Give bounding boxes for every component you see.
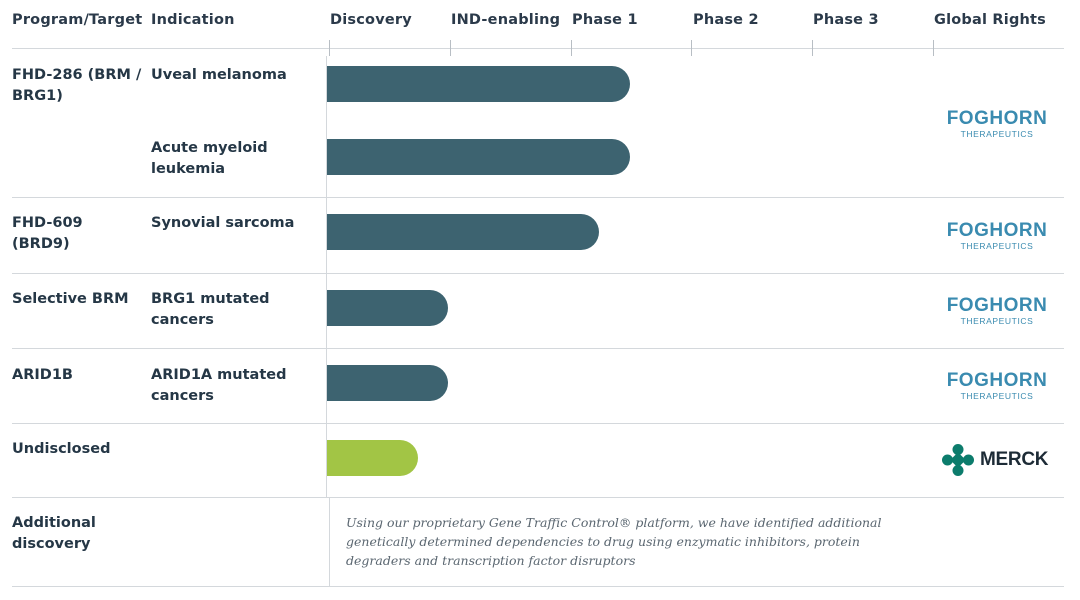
- additional-discovery-note: Using our proprietary Gene Traffic Contr…: [346, 515, 882, 568]
- merck-wordmark: MERCK: [980, 449, 1049, 470]
- bar-brg1-mutated-cancers: [327, 290, 448, 326]
- foghorn-logo: FOGHORN THERAPEUTICS: [944, 370, 1050, 402]
- foghorn-logo: FOGHORN THERAPEUTICS: [944, 108, 1050, 140]
- bar-arid1a-mutated-cancers: [327, 365, 448, 401]
- header-program: Program/Target: [12, 12, 143, 28]
- indication-uveal-melanoma: Uveal melanoma: [151, 67, 287, 83]
- foghorn-subtitle: THERAPEUTICS: [960, 391, 1034, 401]
- stage-tick: [571, 40, 572, 56]
- merck-logo: MERCK: [942, 444, 1052, 476]
- bar-acute-myeloid-leukemia: [327, 139, 630, 175]
- foghorn-logo: FOGHORN THERAPEUTICS: [944, 220, 1050, 252]
- header-indication: Indication: [151, 12, 235, 28]
- bar-undisclosed: [327, 440, 418, 476]
- foghorn-logo: FOGHORN THERAPEUTICS: [944, 295, 1050, 327]
- merck-emblem-icon: [942, 444, 974, 476]
- bar-synovial-sarcoma: [327, 214, 600, 250]
- program-undisclosed: Undisclosed: [12, 441, 111, 457]
- indication-synovial-sarcoma: Synovial sarcoma: [151, 215, 295, 231]
- stage-label-phase-1: Phase 1: [572, 12, 638, 28]
- table-bottom-rule: [12, 586, 1064, 587]
- indication-aml: Acute myeloid leukemia: [151, 140, 268, 177]
- row-divider: [12, 348, 1064, 349]
- stage-tick: [691, 40, 692, 56]
- row-divider: [12, 497, 1064, 498]
- stage-tick: [812, 40, 813, 56]
- stage-tick: [933, 40, 934, 56]
- stage-label-discovery: Discovery: [330, 12, 412, 28]
- header-global-rights: Global Rights: [934, 12, 1047, 28]
- indication-brg1-mutated: BRG1 mutated cancers: [151, 291, 270, 328]
- stage-tick: [450, 40, 451, 56]
- stage-label-ind-enabling: IND-enabling: [451, 12, 561, 28]
- bar-uveal-melanoma: [327, 66, 630, 102]
- row-divider: [12, 197, 1064, 198]
- program-selective-brm: Selective BRM: [12, 291, 129, 307]
- discovery-axis-line: [326, 56, 327, 498]
- note-divider: [329, 498, 330, 586]
- foghorn-wordmark: FOGHORN: [946, 370, 1048, 391]
- foghorn-wordmark: FOGHORN: [946, 295, 1048, 316]
- header-divider: [12, 48, 1064, 49]
- program-fhd-609: FHD-609 (BRD9): [12, 215, 83, 252]
- row-divider: [12, 423, 1064, 424]
- foghorn-wordmark: FOGHORN: [946, 220, 1048, 241]
- foghorn-subtitle: THERAPEUTICS: [960, 129, 1034, 139]
- stage-label-phase-3: Phase 3: [813, 12, 879, 28]
- program-fhd-286: FHD-286 (BRM / BRG1): [12, 67, 142, 104]
- program-arid1b: ARID1B: [12, 367, 73, 383]
- stage-label-phase-2: Phase 2: [693, 12, 759, 28]
- foghorn-wordmark: FOGHORN: [946, 108, 1048, 129]
- stage-tick: [329, 40, 330, 56]
- foghorn-subtitle: THERAPEUTICS: [960, 241, 1034, 251]
- indication-arid1a-mutated: ARID1A mutated cancers: [151, 367, 287, 404]
- additional-discovery-label: Additional discovery: [12, 515, 96, 552]
- foghorn-subtitle: THERAPEUTICS: [960, 316, 1034, 326]
- row-divider: [12, 273, 1064, 274]
